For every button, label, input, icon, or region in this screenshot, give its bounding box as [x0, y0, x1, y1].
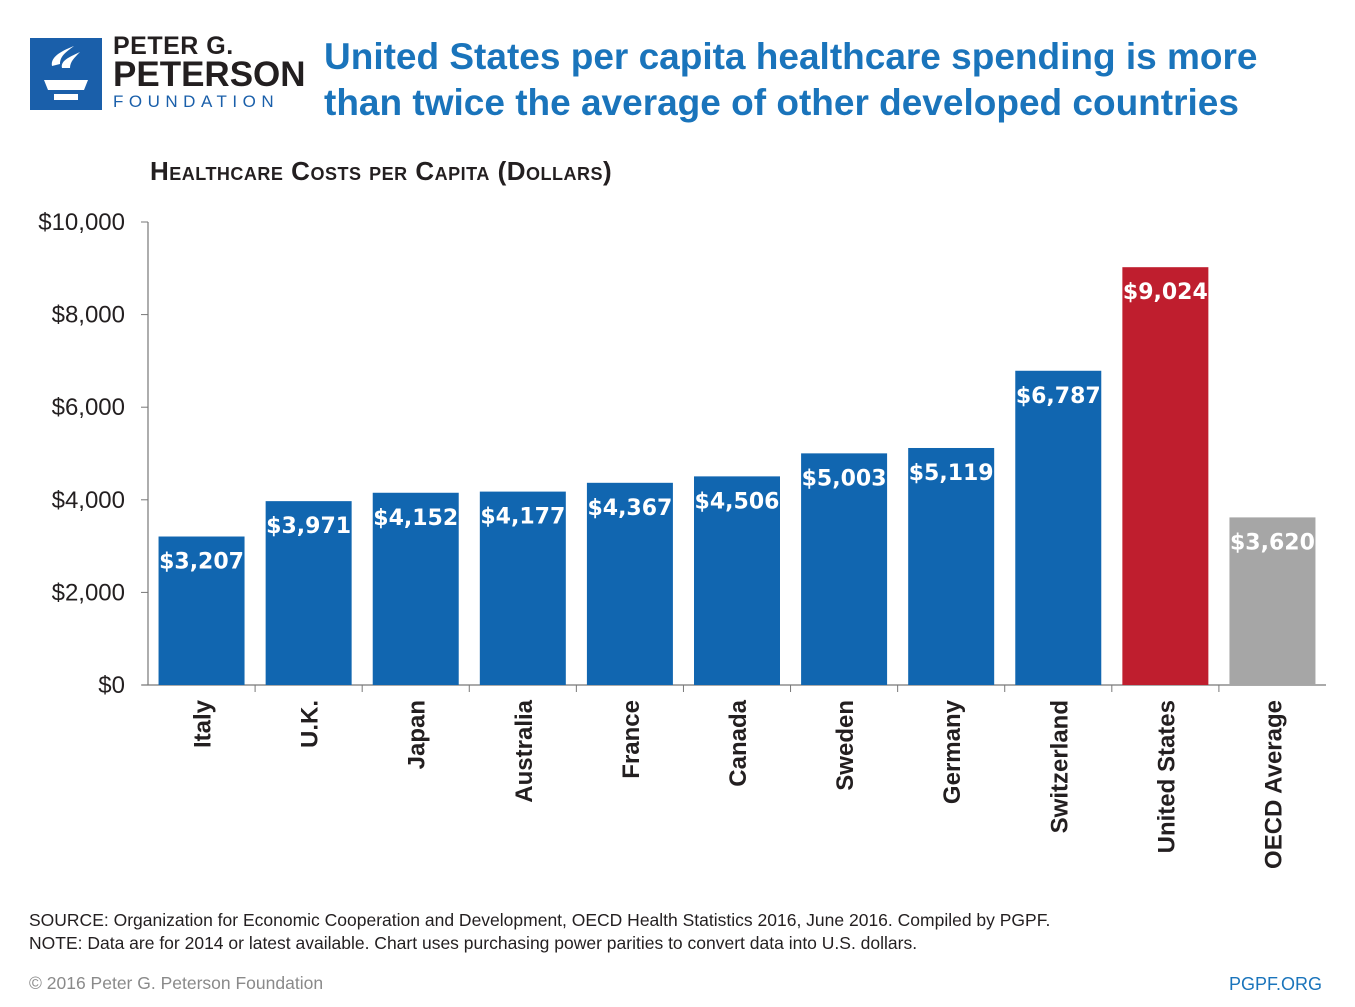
bar: [479, 491, 566, 685]
logo-line3: FOUNDATION: [113, 92, 280, 111]
y-tick-label: $2,000: [52, 579, 125, 606]
data-label: $3,207: [159, 550, 244, 575]
bar: [372, 492, 459, 685]
data-label: $5,003: [802, 466, 887, 491]
site-link[interactable]: PGPF.ORG: [1228, 974, 1322, 994]
torch-logo-icon: [30, 38, 102, 110]
data-label: $3,620: [1230, 530, 1315, 555]
y-tick-label: $0: [98, 672, 125, 699]
data-label: $6,787: [1016, 384, 1101, 409]
bar: [158, 536, 245, 685]
x-tick-label: Canada: [725, 699, 752, 786]
y-tick-label: $6,000: [52, 394, 125, 421]
x-tick-label: United States: [1153, 700, 1180, 853]
data-label: $4,177: [480, 505, 565, 530]
source-note: SOURCE: Organization for Economic Cooper…: [29, 910, 1051, 930]
x-tick-label: Italy: [190, 699, 217, 748]
data-label: $9,024: [1123, 280, 1208, 305]
data-label: $4,506: [695, 489, 780, 514]
x-tick-label: U.K.: [297, 700, 324, 748]
bar: [1229, 517, 1316, 685]
bar: [1015, 370, 1102, 685]
logo-line2: PETERSON: [113, 55, 306, 94]
bar-chart: $0 $2,000 $4,000 $6,000 $8,000 $10,000 $3,207 I…: [38, 209, 1326, 869]
x-tick-label: Sweden: [832, 700, 859, 791]
chart-title: Healthcare Costs per Capita (Dollars): [150, 156, 613, 186]
copyright: © 2016 Peter G. Peterson Foundation: [29, 973, 324, 993]
x-tick-label: Switzerland: [1046, 700, 1073, 833]
logo-text: PETER G. PETERSON FOUNDATION: [113, 32, 306, 111]
bar: [586, 482, 673, 685]
y-tick-label: $4,000: [52, 487, 125, 514]
data-label: $4,152: [373, 506, 458, 531]
x-tick-label: OECD Average: [1260, 700, 1287, 869]
bar: [1122, 267, 1209, 685]
bar: [908, 447, 995, 685]
x-tick-label: Germany: [939, 699, 966, 804]
y-tick-label: $8,000: [52, 302, 125, 329]
x-tick-label: France: [618, 700, 645, 779]
bar: [265, 501, 352, 685]
y-tick-label: $10,000: [38, 209, 125, 236]
x-tick-label: Australia: [511, 699, 538, 802]
bar: [694, 476, 780, 685]
data-label: $5,119: [909, 461, 994, 486]
x-tick-label: Japan: [404, 700, 431, 769]
logo-line1: PETER G.: [113, 32, 234, 60]
data-note: NOTE: Data are for 2014 or latest availa…: [29, 933, 918, 953]
data-label: $4,367: [587, 496, 672, 521]
bar: [801, 453, 888, 685]
data-label: $3,971: [266, 514, 351, 539]
headline: United States per capita healthcare spen…: [324, 36, 1258, 123]
